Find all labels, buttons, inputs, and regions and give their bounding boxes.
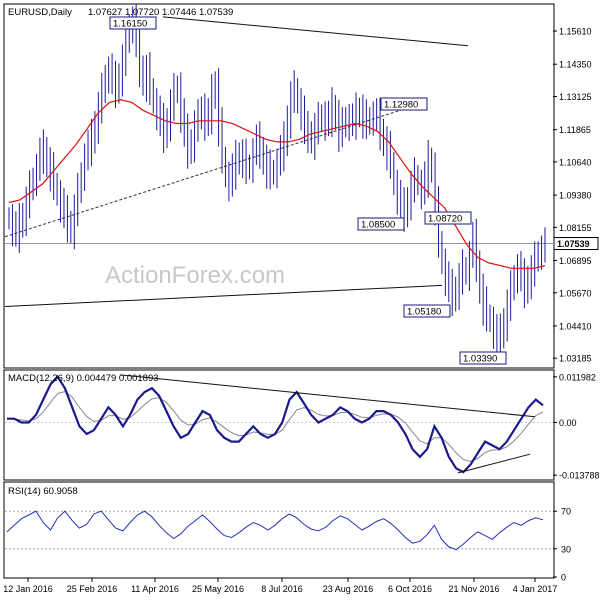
macd-tick-label: 0.011982: [559, 372, 596, 382]
price-annotation-label: 1.08720: [428, 214, 462, 225]
price-tick-label: 1.09380: [559, 191, 592, 201]
price-tick-label: 1.03185: [559, 354, 592, 364]
price-annotation-box: [109, 16, 157, 30]
rsi-line: [6, 510, 544, 551]
resistance-trendline: [162, 16, 469, 47]
price-annotations: 1.16150 1.12980 1.08500 1.08720 1.05180 1.033…: [109, 16, 507, 365]
price-tick-label: 1.13125: [559, 92, 592, 102]
macd-tick-label: -0.013788: [559, 471, 600, 481]
rsi-tick-label: 70: [561, 507, 571, 517]
price-tick-label: 1.06895: [559, 256, 592, 266]
price-annotation-box: [424, 211, 472, 225]
macd-label: MACD(12,26,9) 0.004479 0.001893: [8, 373, 159, 384]
price-annotation-label: 1.08500: [361, 220, 395, 231]
rsi-panel: 70 30 0: [5, 507, 571, 583]
price-tick-label: 1.05670: [559, 288, 592, 298]
macd-panel: 0.011982 0.00 -0.013788: [5, 372, 600, 481]
date-tick-label: 25 Feb 2016: [67, 584, 118, 594]
macd-trendline-upper: [119, 374, 536, 418]
price-tick-label: 1.08155: [559, 223, 592, 233]
date-tick-label: 23 Aug 2016: [323, 584, 374, 594]
date-tick-label: 11 Apr 2016: [131, 584, 179, 594]
price-annotation-label: 1.16150: [113, 19, 147, 30]
price-tick-label: 1.15610: [559, 27, 592, 37]
rsi-label: RSI(14) 60.9058: [8, 486, 78, 497]
date-tick-label: 12 Jan 2016: [3, 584, 53, 594]
price-tick-label: 1.14350: [559, 60, 592, 70]
price-annotation-box: [459, 351, 507, 365]
date-tick-label: 4 Jan 2017: [513, 584, 558, 594]
current-price-label: 1.07539: [557, 239, 590, 249]
price-tick-label: 1.10640: [559, 157, 592, 167]
support-trendline: [4, 284, 443, 307]
macd-panel-frame: [3, 369, 555, 481]
price-bars: [8, 3, 546, 359]
ohlc-readout: 1.07627 1.07720 1.07446 1.07539: [88, 7, 233, 18]
date-axis: 12 Jan 2016 25 Feb 2016 11 Apr 2016 25 May …: [3, 578, 557, 594]
price-annotation-box: [380, 97, 428, 111]
date-tick-label: 21 Nov 2016: [448, 584, 499, 594]
trendlines: [4, 16, 469, 307]
rsi-panel-frame: [3, 481, 555, 579]
price-annotation-box: [357, 217, 405, 231]
macd-line: [7, 374, 544, 474]
current-price-box: [553, 237, 599, 251]
dashed-channel-line: [4, 101, 426, 238]
price-axis: 1.15610 1.14350 1.13125 1.11865 1.10640 1.093…: [553, 27, 599, 364]
rsi-tick-label: 0: [561, 573, 566, 583]
price-annotation-label: 1.12980: [384, 100, 418, 111]
date-tick-label: 6 Oct 2016: [388, 584, 432, 594]
macd-tick-label: 0.00: [559, 418, 577, 428]
price-panel-frame: [3, 3, 555, 369]
watermark: ActionForex.com: [105, 262, 285, 289]
symbol-label: EURUSD,Daily: [8, 7, 72, 18]
rsi-tick-label: 30: [561, 544, 571, 554]
price-annotation-label: 1.03390: [463, 354, 497, 365]
moving-average: [8, 99, 546, 269]
macd-trendline-lower: [457, 453, 531, 474]
moving-average-line: [8, 99, 546, 269]
price-tick-label: 1.04410: [559, 321, 592, 331]
price-annotation-box: [403, 304, 451, 318]
price-annotation-label: 1.05180: [407, 307, 441, 318]
date-tick-label: 8 Jul 2016: [261, 584, 303, 594]
date-tick-label: 25 May 2016: [192, 584, 244, 594]
price-tick-label: 1.11865: [559, 125, 591, 135]
